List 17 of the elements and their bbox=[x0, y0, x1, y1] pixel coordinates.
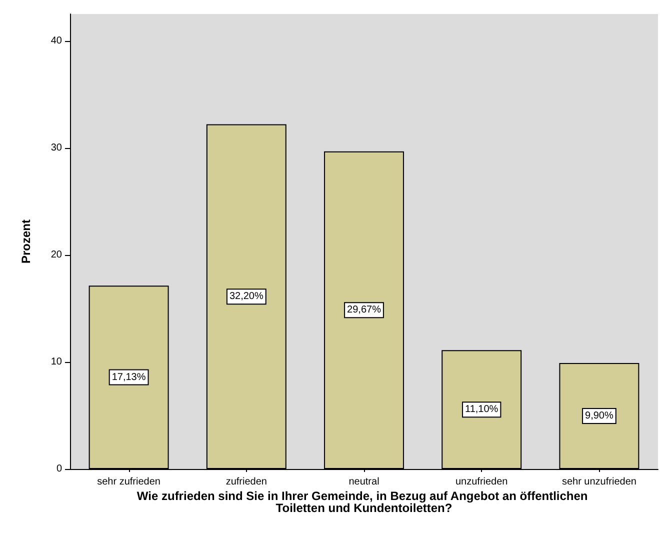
data-label: 29,67% bbox=[347, 304, 382, 316]
data-label: 17,13% bbox=[112, 372, 146, 383]
y-tick-label: 10 bbox=[50, 356, 62, 368]
x-tick-label: neutral bbox=[348, 476, 380, 488]
x-tick-label: zufrieden bbox=[226, 476, 267, 488]
data-label: 32,20% bbox=[229, 291, 264, 302]
y-tick-label: 0 bbox=[56, 464, 62, 474]
x-tick-label: sehr unzufrieden bbox=[562, 476, 636, 488]
y-tick-label: 40 bbox=[50, 35, 62, 46]
x-tick-label: sehr zufrieden bbox=[97, 476, 160, 488]
data-label: 11,10% bbox=[465, 404, 498, 416]
y-axis-title: Prozent bbox=[19, 219, 33, 264]
y-tick-label: 30 bbox=[50, 142, 62, 154]
x-axis-title: Wie zufrieden sind Sie in Ihrer Gemeinde, in Bezug auf Angebot an öffentlichen Toiletten und Kundentoiletten? bbox=[136, 489, 592, 515]
x-tick-label: unzufrieden bbox=[455, 476, 508, 488]
data-label: 9,90% bbox=[585, 410, 614, 422]
y-tick-label: 20 bbox=[50, 249, 62, 260]
